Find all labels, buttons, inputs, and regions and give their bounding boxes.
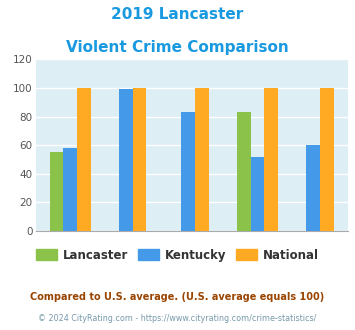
Bar bbox=[77, 88, 91, 231]
Text: Compared to U.S. average. (U.S. average equals 100): Compared to U.S. average. (U.S. average … bbox=[31, 292, 324, 302]
Bar bbox=[237, 112, 251, 231]
Bar bbox=[251, 157, 264, 231]
Bar bbox=[264, 88, 278, 231]
Legend: Lancaster, Kentucky, National: Lancaster, Kentucky, National bbox=[31, 244, 324, 266]
Text: Violent Crime Comparison: Violent Crime Comparison bbox=[66, 40, 289, 54]
Bar bbox=[64, 148, 77, 231]
Bar bbox=[306, 145, 320, 231]
Bar bbox=[320, 88, 334, 231]
Bar bbox=[195, 88, 209, 231]
Bar bbox=[119, 89, 133, 231]
Bar bbox=[133, 88, 147, 231]
Text: 2019 Lancaster: 2019 Lancaster bbox=[111, 7, 244, 21]
Bar bbox=[181, 112, 195, 231]
Text: © 2024 CityRating.com - https://www.cityrating.com/crime-statistics/: © 2024 CityRating.com - https://www.city… bbox=[38, 314, 317, 323]
Bar bbox=[50, 152, 64, 231]
